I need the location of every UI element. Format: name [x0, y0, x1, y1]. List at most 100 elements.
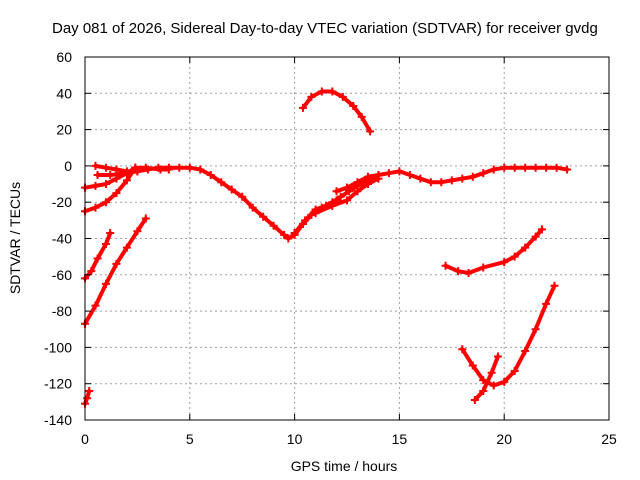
- y-tick-label: -80: [52, 303, 72, 319]
- data-point: [101, 198, 110, 207]
- data-point: [353, 178, 362, 187]
- data-point: [510, 366, 519, 375]
- data-point: [196, 165, 205, 174]
- data-point: [479, 386, 488, 395]
- chart-title: Day 081 of 2026, Sidereal Day-to-day VTE…: [52, 20, 598, 37]
- y-tick-label: -140: [44, 412, 72, 428]
- data-point: [185, 163, 194, 172]
- series-line: [460, 283, 557, 388]
- data-point: [301, 216, 310, 225]
- series-arc-11: [332, 170, 383, 196]
- data-point: [122, 176, 131, 185]
- x-tick-label: 15: [392, 431, 408, 447]
- data-point: [112, 165, 121, 174]
- data-point: [542, 163, 551, 172]
- data-point: [317, 87, 326, 96]
- data-point: [510, 163, 519, 172]
- data-point: [133, 227, 142, 236]
- data-point: [353, 187, 362, 196]
- data-point: [343, 183, 351, 192]
- data-point: [154, 163, 163, 172]
- data-point: [112, 259, 121, 268]
- x-axis-label: GPS time / hours: [291, 458, 398, 474]
- data-point: [426, 178, 435, 187]
- data-point: [510, 252, 519, 261]
- series-arc-07: [81, 386, 94, 408]
- data-point: [122, 243, 131, 252]
- data-point: [106, 229, 115, 238]
- data-point: [531, 163, 540, 172]
- data-point: [489, 381, 498, 390]
- series-arc-14: [470, 352, 502, 405]
- data-point: [101, 180, 110, 189]
- data-point: [458, 345, 467, 354]
- data-point: [328, 87, 337, 96]
- data-point: [479, 263, 488, 272]
- data-point: [542, 299, 551, 308]
- data-point: [338, 92, 347, 101]
- data-point: [500, 377, 509, 386]
- data-point: [500, 258, 509, 267]
- data-point: [343, 196, 351, 205]
- data-point: [206, 170, 215, 179]
- data-point: [269, 221, 278, 230]
- data-point: [563, 165, 572, 174]
- y-tick-label: 60: [56, 49, 72, 65]
- y-tick-label: -120: [44, 376, 72, 392]
- data-point: [332, 187, 341, 196]
- data-point: [363, 172, 372, 181]
- x-tick-label: 20: [496, 431, 512, 447]
- data-point: [384, 169, 393, 178]
- data-point: [87, 267, 96, 276]
- data-point: [468, 172, 477, 181]
- data-point: [363, 180, 372, 189]
- data-point: [307, 92, 316, 101]
- data-point: [112, 189, 121, 198]
- data-point: [217, 178, 226, 187]
- data-point: [441, 261, 450, 270]
- series-arc-08: [298, 87, 375, 136]
- data-point: [405, 170, 414, 179]
- data-point: [550, 281, 559, 290]
- data-point: [458, 174, 467, 183]
- data-point: [101, 279, 110, 288]
- data-point: [416, 174, 425, 183]
- axis-ticks: 0 5 10 15 20 25 -140 -120 -100 -80 -60 -40 -20 0 20 40 6…: [44, 49, 617, 447]
- data-point: [493, 352, 502, 361]
- data-point: [83, 394, 92, 403]
- data-point: [521, 347, 530, 356]
- data-point: [336, 192, 345, 201]
- series-line: [472, 354, 500, 402]
- data-point: [106, 170, 115, 179]
- series-arc-13: [458, 281, 559, 390]
- y-tick-label: 20: [56, 122, 72, 138]
- data-point: [141, 214, 150, 223]
- y-tick-label: 40: [56, 85, 72, 101]
- data-point: [131, 163, 140, 172]
- data-point: [521, 243, 530, 252]
- data-point: [395, 167, 404, 176]
- y-tick-label: 0: [64, 158, 72, 174]
- data-point: [85, 386, 94, 395]
- data-point: [101, 163, 110, 172]
- data-point: [437, 178, 446, 187]
- data-point: [500, 163, 509, 172]
- data-point: [447, 176, 456, 185]
- x-tick-label: 5: [186, 431, 194, 447]
- y-tick-label: -20: [52, 194, 72, 210]
- data-point: [290, 229, 299, 238]
- data-point: [464, 268, 473, 277]
- series-arc-10: [311, 174, 383, 218]
- data-point: [143, 165, 152, 174]
- data-point: [521, 163, 530, 172]
- data-point: [91, 301, 100, 310]
- data-point: [238, 192, 247, 201]
- data-point: [91, 181, 100, 190]
- data-point: [470, 396, 479, 405]
- data-point: [489, 165, 498, 174]
- data-point: [91, 161, 100, 170]
- data-point: [537, 225, 546, 234]
- data-point: [366, 127, 375, 136]
- data-point: [284, 234, 293, 243]
